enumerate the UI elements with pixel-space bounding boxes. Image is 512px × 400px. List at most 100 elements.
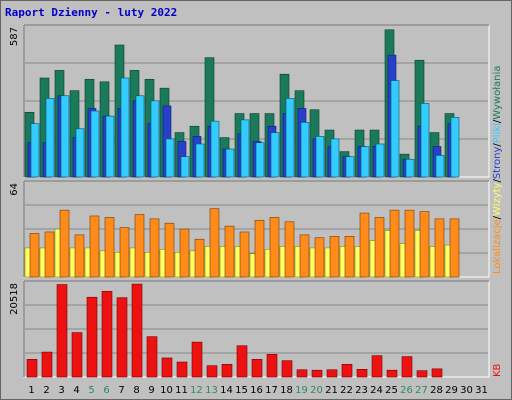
panel-visits-sites: 64 <box>9 180 490 278</box>
bar-visits-day-18 <box>284 221 295 278</box>
bar-kb-day-16 <box>251 359 263 378</box>
bar-kb-day-23 <box>356 368 368 378</box>
x-tick-label: 13 <box>205 385 218 396</box>
bar-visits-day-6 <box>104 217 115 278</box>
bar-files-day-22 <box>345 156 355 178</box>
x-tick-label: 14 <box>220 385 233 396</box>
y-axis-max-label: 587 <box>9 27 20 46</box>
bar-kb-day-3 <box>56 284 68 378</box>
bar-kb-day-10 <box>161 357 173 378</box>
bar-files-day-21 <box>330 138 340 178</box>
legend-entry: / <box>492 215 503 219</box>
bar-visits-day-11 <box>179 228 190 278</box>
bar-visits-day-4 <box>74 234 85 278</box>
bar-visits-day-20 <box>314 237 325 278</box>
bar-visits-day-13 <box>209 208 220 278</box>
x-tick-label: 1 <box>28 385 34 396</box>
bar-kb-day-21 <box>326 369 338 378</box>
bar-kb-day-12 <box>191 341 203 378</box>
bar-visits-day-8 <box>134 214 145 278</box>
bar-kb-day-15 <box>236 345 248 378</box>
bar-visits-day-1 <box>29 233 40 278</box>
bar-kb-day-14 <box>221 364 233 378</box>
x-tick-label: 9 <box>148 385 154 396</box>
bar-files-day-11 <box>180 156 190 178</box>
bar-kb-day-25 <box>386 369 398 378</box>
x-tick-label: 19 <box>295 385 308 396</box>
bar-files-day-19 <box>300 122 310 178</box>
bar-visits-day-7 <box>119 227 130 278</box>
bar-visits-day-16 <box>254 220 265 278</box>
bar-files-day-20 <box>315 136 325 178</box>
bar-kb-day-22 <box>341 364 353 378</box>
y-axis-max-label: 64 <box>9 183 20 196</box>
bar-files-day-25 <box>390 80 400 178</box>
x-tick-label: 29 <box>445 385 458 396</box>
bar-files-day-28 <box>435 155 445 178</box>
bar-kb-day-2 <box>41 351 53 378</box>
legend-entry: Strony <box>492 147 503 180</box>
bar-visits-day-9 <box>149 218 160 278</box>
bar-kb-day-5 <box>86 296 98 378</box>
x-tick-label: 30 <box>460 385 473 396</box>
bar-visits-day-14 <box>224 225 235 278</box>
legend-entry: / <box>492 143 503 147</box>
x-tick-label: 2 <box>43 385 49 396</box>
bar-files-day-9 <box>150 100 160 178</box>
bar-files-day-26 <box>405 158 415 178</box>
bar-visits-day-25 <box>389 209 400 278</box>
bar-files-day-3 <box>60 95 70 178</box>
bar-kb-day-27 <box>416 370 428 378</box>
bar-files-day-7 <box>120 77 130 178</box>
x-tick-label: 5 <box>88 385 94 396</box>
bar-visits-day-19 <box>299 234 310 278</box>
x-tick-label: 12 <box>190 385 203 396</box>
x-tick-label: 16 <box>250 385 263 396</box>
legend-entry: Wizyty <box>492 182 503 216</box>
x-tick-label: 28 <box>430 385 443 396</box>
bar-visits-day-17 <box>269 217 280 278</box>
x-tick-label: 24 <box>370 385 383 396</box>
bar-visits-day-23 <box>359 212 370 278</box>
bar-files-day-14 <box>225 148 235 178</box>
bar-kb-day-1 <box>26 359 38 378</box>
bar-files-day-16 <box>255 142 265 178</box>
bar-files-day-18 <box>285 98 295 178</box>
bar-files-day-29 <box>450 117 460 178</box>
x-tick-label: 4 <box>73 385 79 396</box>
x-tick-label: 31 <box>475 385 488 396</box>
bar-files-day-6 <box>105 115 115 178</box>
bar-files-day-23 <box>360 146 370 178</box>
x-tick-label: 23 <box>355 385 368 396</box>
bar-kb-day-24 <box>371 355 383 378</box>
x-tick-label: 8 <box>133 385 139 396</box>
bar-visits-day-28 <box>434 218 445 278</box>
legend-entry: / <box>492 179 503 183</box>
x-tick-label: 22 <box>340 385 353 396</box>
panel-hits-pages-files: 587 <box>9 24 490 178</box>
x-tick-label: 11 <box>175 385 188 396</box>
x-tick-label: 25 <box>385 385 398 396</box>
x-tick-label: 20 <box>310 385 323 396</box>
bar-visits-day-27 <box>419 211 430 278</box>
x-tick-label: 3 <box>58 385 64 396</box>
bar-files-day-8 <box>135 95 145 178</box>
bar-files-day-5 <box>90 110 100 178</box>
bar-files-day-13 <box>210 120 220 178</box>
x-tick-label: 26 <box>400 385 413 396</box>
bar-files-day-10 <box>165 138 175 178</box>
x-tick-label: 7 <box>118 385 124 396</box>
bar-kb-day-26 <box>401 356 413 378</box>
legend-kb: KB <box>492 363 503 377</box>
bar-visits-day-24 <box>374 217 385 278</box>
x-tick-label: 21 <box>325 385 338 396</box>
x-tick-label: 15 <box>235 385 248 396</box>
bar-visits-day-21 <box>329 236 340 278</box>
legend-entry: / <box>492 119 503 123</box>
bar-files-day-4 <box>75 128 85 178</box>
bar-visits-day-22 <box>344 236 355 278</box>
bar-kb-day-11 <box>176 361 188 378</box>
bar-kb-day-19 <box>296 369 308 378</box>
x-tick-label: 6 <box>103 385 109 396</box>
bar-kb-day-18 <box>281 360 293 378</box>
